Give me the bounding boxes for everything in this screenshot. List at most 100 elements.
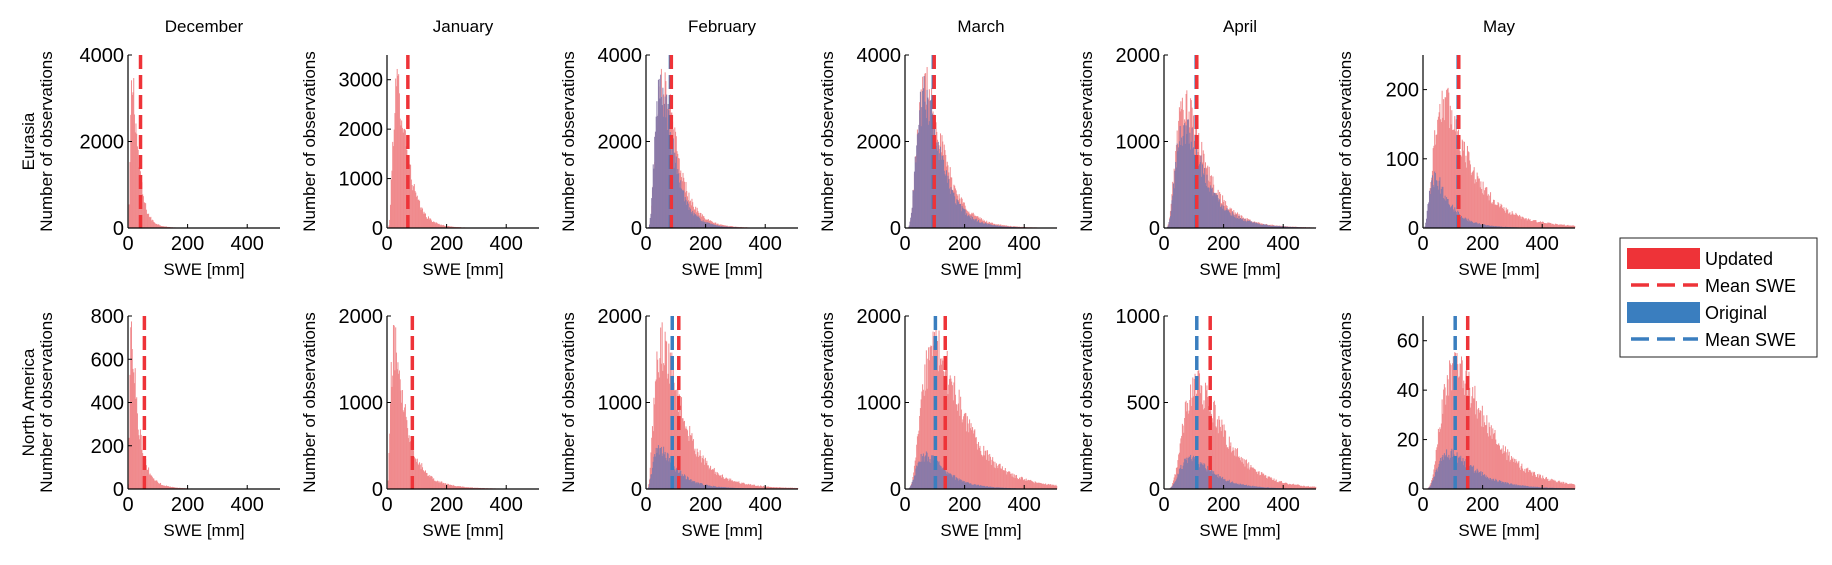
histogram-bar <box>746 484 748 489</box>
histogram-bar <box>394 370 396 489</box>
histogram-bar <box>1220 477 1222 489</box>
histogram-bar <box>1500 449 1502 489</box>
histogram-bar <box>1543 479 1545 489</box>
histogram-bar <box>734 482 736 489</box>
histogram-bar <box>1231 211 1233 228</box>
histogram-bar <box>162 226 164 228</box>
histogram-bar <box>1198 464 1200 489</box>
histogram-bar <box>1221 478 1223 489</box>
histogram-bar <box>1568 225 1570 228</box>
histogram-bar <box>443 482 445 489</box>
histogram-bar <box>658 377 660 489</box>
histogram-bar <box>1474 183 1476 228</box>
histogram-bar <box>663 446 665 489</box>
histogram-bar <box>1184 418 1186 489</box>
histogram-bar <box>979 217 981 228</box>
histogram-bar <box>404 404 406 489</box>
histogram-bar <box>133 372 135 489</box>
histogram-bar <box>988 223 990 228</box>
histogram-bar <box>1001 487 1003 489</box>
histogram-bar <box>923 76 925 228</box>
histogram-bar <box>1443 120 1445 228</box>
histogram-bar <box>1273 225 1275 228</box>
histogram-bar <box>1463 218 1465 228</box>
histogram-bar <box>414 458 416 489</box>
histogram-bar <box>1026 480 1028 489</box>
histogram-bar <box>1239 484 1241 489</box>
histogram-bar <box>134 132 136 228</box>
histogram-bar <box>919 91 921 228</box>
histogram-bar <box>1178 454 1180 489</box>
histogram-bar <box>1499 480 1501 489</box>
histogram-bar <box>166 226 167 228</box>
histogram-bar <box>710 224 712 228</box>
histogram-bar <box>1170 210 1172 228</box>
histogram-bar <box>1566 483 1568 489</box>
histogram-bar <box>675 471 677 489</box>
histogram-bar <box>727 226 729 228</box>
histogram-bar <box>1444 195 1446 228</box>
histogram-bar <box>417 199 419 228</box>
histogram-bar <box>1039 483 1041 489</box>
histogram-bar <box>978 447 980 489</box>
histogram-bar <box>1531 486 1533 489</box>
histogram-bar <box>445 226 447 228</box>
histogram-bar <box>698 484 700 489</box>
histogram-bar <box>687 203 689 228</box>
histogram-bar <box>1539 475 1541 489</box>
histogram-bar <box>1206 174 1208 228</box>
histogram-bar <box>681 418 683 489</box>
histogram-bar <box>128 437 130 489</box>
histogram-bar <box>698 455 700 489</box>
histogram-bar <box>158 483 160 489</box>
histogram-bar <box>1518 460 1520 489</box>
histogram-bar <box>762 485 764 489</box>
histogram-bar <box>1472 387 1474 489</box>
histogram-bar <box>970 483 972 489</box>
histogram-bar <box>698 216 700 228</box>
histogram-bar <box>710 223 712 228</box>
histogram-bar <box>398 373 400 489</box>
histogram-bar <box>1511 458 1513 489</box>
histogram-bar <box>706 460 708 489</box>
histogram-bar <box>1478 412 1480 489</box>
histogram-bar <box>1531 221 1533 228</box>
histogram-bar <box>1436 447 1438 489</box>
histogram-bar <box>1448 395 1450 489</box>
histogram-bar <box>1186 133 1188 228</box>
histogram-bar <box>1529 219 1531 228</box>
histogram-bar <box>667 453 669 489</box>
histogram-bar <box>744 484 746 489</box>
histogram-bar <box>927 358 929 489</box>
histogram-bar <box>1237 448 1239 489</box>
histogram-bar <box>1275 479 1277 489</box>
histogram-bar <box>664 451 666 489</box>
histogram-bar <box>1517 462 1519 489</box>
histogram-bar <box>692 210 694 228</box>
histogram-bar <box>736 482 738 489</box>
histogram-bar <box>1187 463 1189 489</box>
histogram-bar <box>931 113 933 228</box>
histogram-bar <box>995 225 997 228</box>
histogram-bar <box>678 173 680 228</box>
histogram-bar <box>787 487 789 489</box>
histogram-bar <box>922 456 924 489</box>
histogram-bar <box>1255 222 1257 228</box>
histogram-bar <box>1184 143 1186 228</box>
histogram-bar <box>731 480 733 489</box>
histogram-bar <box>1574 485 1576 489</box>
histogram-bar <box>1479 224 1481 228</box>
histogram-bar <box>730 480 732 489</box>
histogram-bar <box>1207 397 1209 489</box>
histogram-bar <box>1458 457 1460 489</box>
histogram-bar <box>1189 132 1191 228</box>
histogram-bar <box>1543 223 1545 228</box>
histogram-bar <box>656 101 658 228</box>
histogram-bar <box>728 487 730 489</box>
histogram-bar <box>724 487 726 489</box>
histogram-bar <box>439 225 441 228</box>
histogram-bar <box>1051 485 1053 489</box>
x-tick-label: 400 <box>490 494 523 516</box>
histogram-bar <box>1436 468 1438 489</box>
histogram-bar <box>427 218 429 228</box>
